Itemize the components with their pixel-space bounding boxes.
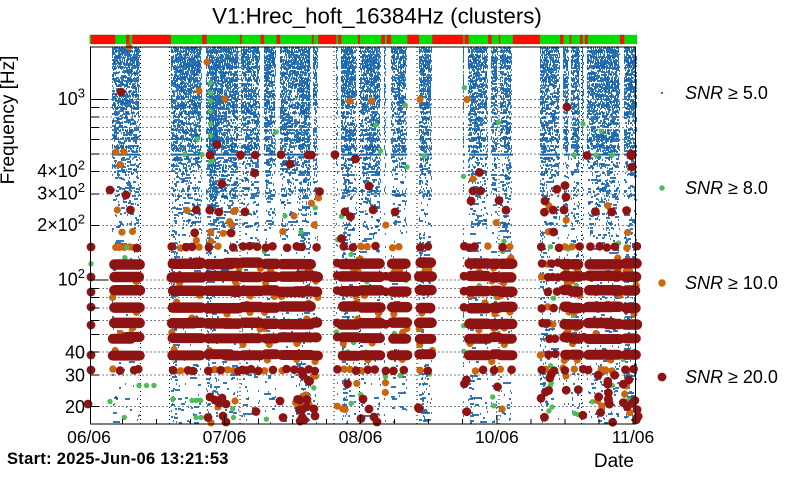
svg-text:20: 20 [65, 397, 85, 417]
svg-text:2×102: 2×102 [37, 212, 85, 236]
svg-text:SNR ≥ 10.0: SNR ≥ 10.0 [685, 273, 778, 293]
svg-text:06/06: 06/06 [67, 427, 111, 447]
svg-text:Frequency [Hz]: Frequency [Hz] [0, 56, 19, 185]
svg-text:Start: 2025-Jun-06 13:21:53: Start: 2025-Jun-06 13:21:53 [7, 450, 229, 468]
svg-text:Date: Date [594, 451, 634, 472]
svg-text:3×102: 3×102 [37, 180, 85, 204]
svg-text:11/06: 11/06 [612, 427, 655, 447]
svg-text:SNR ≥ 20.0: SNR ≥ 20.0 [685, 367, 778, 387]
svg-text:07/06: 07/06 [203, 427, 247, 447]
svg-text:SNR ≥ 8.0: SNR ≥ 8.0 [685, 178, 768, 198]
svg-text:10/06: 10/06 [475, 427, 519, 447]
svg-text:4×102: 4×102 [37, 157, 85, 181]
svg-text:40: 40 [65, 343, 85, 363]
svg-text:SNR ≥ 5.0: SNR ≥ 5.0 [685, 83, 768, 103]
svg-text:08/06: 08/06 [339, 427, 383, 447]
svg-text:V1:Hrec_hoft_16384Hz (clusters: V1:Hrec_hoft_16384Hz (clusters) [212, 4, 542, 29]
svg-text:30: 30 [65, 365, 85, 385]
